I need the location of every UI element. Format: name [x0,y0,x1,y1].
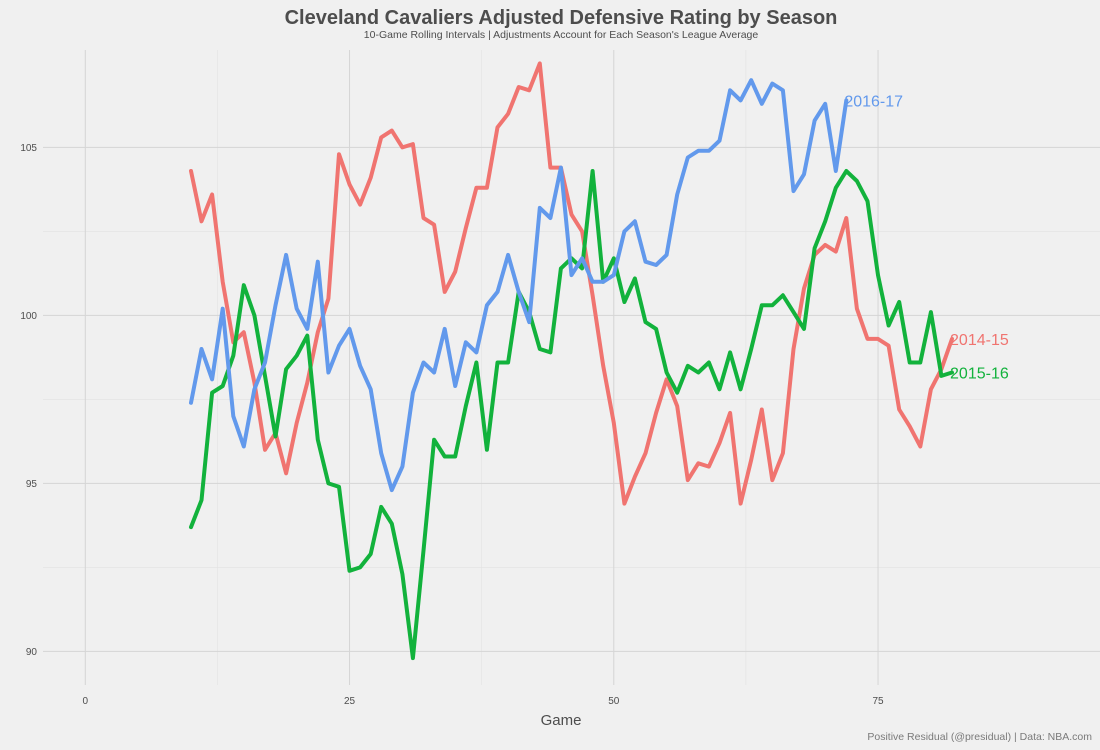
x-tick-label: 75 [872,696,884,707]
y-tick-label: 105 [20,143,37,154]
y-tick-label: 90 [26,647,38,658]
y-tick-label: 95 [26,479,38,490]
series-label-2015-16: 2015-16 [950,366,1009,383]
axis-ticks: 0 25 50 75 90 95 100 105 [20,143,884,707]
series-label-2016-17: 2016-17 [844,93,903,110]
x-tick-label: 0 [82,696,88,707]
series-label-2014-15: 2014-15 [950,332,1009,349]
grid [43,50,1100,685]
x-tick-label: 50 [608,696,620,707]
series-labels: 2014-15 2015-16 2016-17 [844,93,1009,382]
chart-caption: Positive Residual (@presidual) | Data: N… [867,731,1092,743]
series-line-2014-15 [189,61,954,506]
series-line-2016-17 [189,78,849,493]
series-lines [189,61,954,661]
chart-subtitle: 10-Game Rolling Intervals | Adjustments … [364,29,759,41]
chart-title: Cleveland Cavaliers Adjusted Defensive R… [285,7,838,29]
x-axis-label: Game [541,712,582,729]
y-tick-label: 100 [20,311,37,322]
x-tick-label: 25 [344,696,356,707]
